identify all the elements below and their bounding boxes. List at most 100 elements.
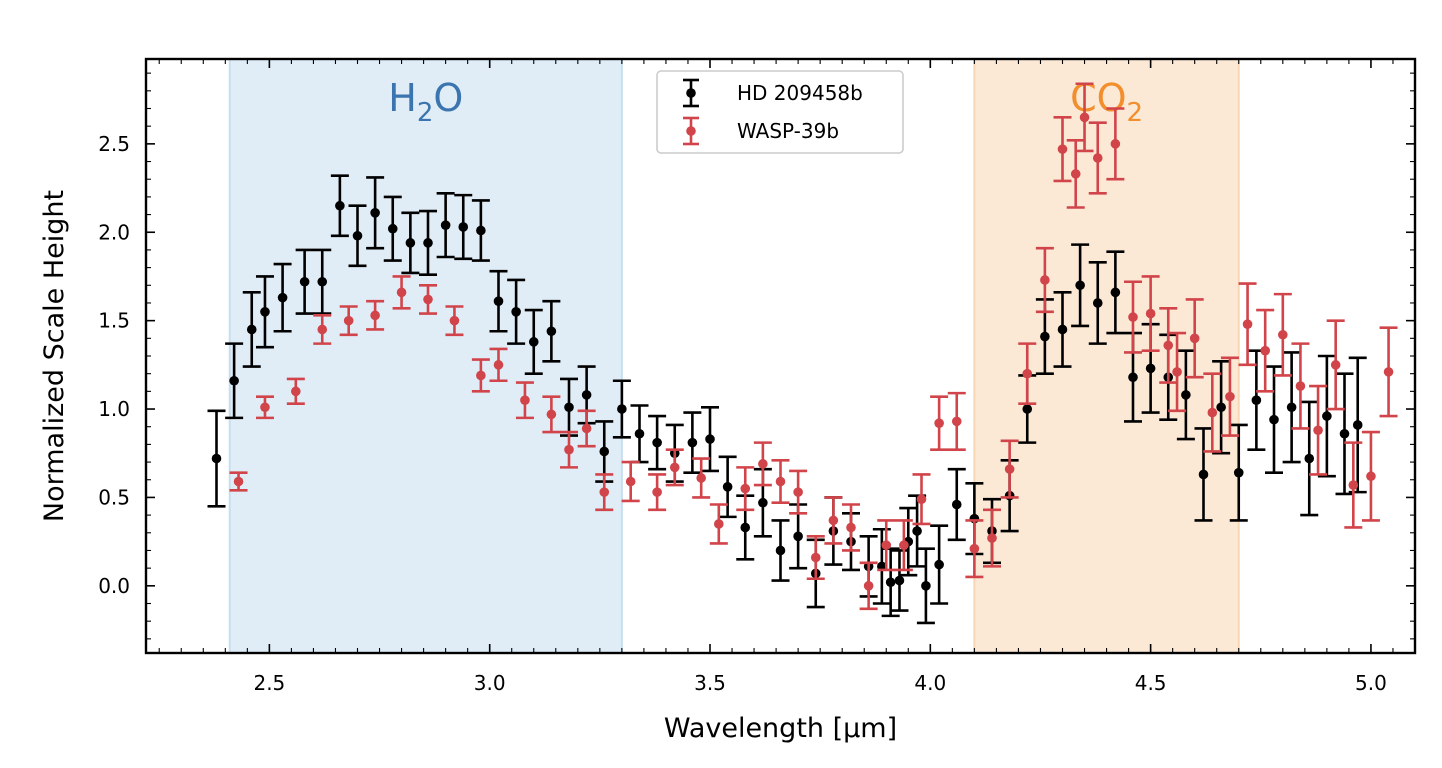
data-point (969, 543, 980, 554)
errorbar-0-33 (789, 503, 808, 570)
errorbar-0-58 (1176, 349, 1195, 441)
errorbar-0-67 (1335, 372, 1354, 496)
data-point (705, 434, 715, 444)
errorbar-0-7 (330, 174, 349, 238)
errorbar-0-65 (1300, 400, 1319, 517)
series-1 (229, 82, 1398, 611)
errorbar-0-14 (454, 193, 473, 261)
data-point (934, 418, 944, 428)
errorbar-1-43 (1106, 107, 1125, 181)
errorbar-1-42 (1088, 121, 1107, 195)
y-tick-label: 1.5 (98, 309, 130, 333)
data-point (1233, 467, 1244, 478)
errorbar-1-58 (1361, 430, 1380, 522)
y-tick-label: 1.0 (98, 397, 130, 421)
data-point (1110, 139, 1121, 149)
errorbar-1-46 (1159, 306, 1178, 384)
data-point (1110, 287, 1121, 298)
data-point (1128, 372, 1138, 383)
data-point (1128, 312, 1138, 322)
errorbar-1-20 (709, 503, 728, 545)
errorbar-1-14 (577, 409, 596, 448)
data-point (921, 581, 931, 591)
x-axis-label: Wavelength [μm] (664, 713, 897, 744)
errorbar-1-57 (1344, 441, 1363, 529)
data-point (440, 220, 451, 230)
data-point (1348, 480, 1359, 490)
data-point (581, 390, 592, 400)
data-point (546, 326, 557, 337)
x-tick-label: 4.0 (914, 671, 946, 695)
data-point (387, 223, 398, 234)
data-point (775, 476, 786, 487)
data-point (370, 208, 380, 218)
data-point (916, 494, 927, 504)
errorbar-0-13 (436, 192, 455, 259)
data-point (987, 533, 997, 543)
errorbar-0-2 (242, 291, 261, 368)
errorbar-1-12 (542, 395, 561, 434)
data-point (1057, 144, 1068, 154)
band-label-sub-0: 2 (417, 98, 434, 128)
errorbar-1-44 (1124, 280, 1142, 354)
errorbar-0-10 (383, 195, 402, 262)
data-point (1383, 367, 1394, 377)
data-point (458, 222, 469, 232)
data-point (511, 307, 521, 317)
data-point (493, 360, 504, 370)
data-point (260, 307, 270, 317)
errorbar-1-51 (1238, 282, 1257, 367)
errorbar-1-53 (1273, 292, 1292, 377)
band-label-0: H2O (388, 76, 463, 128)
errorbar-0-27 (683, 411, 702, 474)
data-point (934, 559, 944, 570)
errorbar-0-42 (908, 494, 927, 568)
errorbar-1-13 (560, 430, 578, 469)
data-point (1092, 298, 1103, 308)
band-rect-1 (974, 59, 1239, 653)
errorbar-1-9 (471, 358, 490, 393)
errorbar-1-22 (753, 441, 772, 487)
errorbar-1-47 (1168, 331, 1187, 413)
data-point (599, 487, 610, 497)
errorbar-0-15 (471, 199, 490, 262)
errorbar-1-50 (1220, 356, 1239, 437)
errorbar-1-10 (489, 347, 508, 383)
data-point (899, 540, 909, 550)
errorbar-1-11 (515, 381, 534, 420)
data-point (528, 337, 539, 347)
data-point (758, 497, 768, 508)
data-point (810, 552, 821, 563)
errorbar-0-23 (612, 379, 631, 439)
data-point (793, 531, 803, 542)
errorbar-1-54 (1291, 342, 1310, 430)
errorbar-1-34 (965, 519, 984, 579)
data-point (1079, 112, 1090, 123)
y-tick-label: 2.5 (98, 132, 130, 156)
data-point (405, 238, 416, 248)
series-0 (207, 174, 1367, 625)
x-tick-label: 2.5 (253, 671, 285, 695)
y-tick-label: 2.0 (98, 220, 130, 244)
errorbar-1-15 (595, 473, 614, 512)
data-point (423, 294, 433, 305)
data-point (291, 386, 301, 397)
data-point (885, 577, 896, 588)
data-point (493, 296, 504, 306)
errorbar-0-38 (872, 527, 891, 605)
errorbar-1-16 (621, 460, 640, 503)
errorbar-0-9 (366, 176, 385, 250)
errorbar-0-60 (1212, 360, 1231, 455)
errorbar-0-44 (930, 524, 949, 605)
errorbar-0-6 (313, 248, 332, 315)
data-point (564, 402, 574, 413)
data-point (229, 375, 239, 386)
data-point (881, 540, 892, 550)
errorbar-1-6 (392, 275, 411, 310)
errorbar-0-53 (1088, 261, 1107, 345)
errorbar-1-27 (842, 503, 860, 552)
legend-box (656, 70, 904, 154)
data-point (233, 476, 244, 487)
legend-label: WASP-39b (737, 119, 839, 143)
